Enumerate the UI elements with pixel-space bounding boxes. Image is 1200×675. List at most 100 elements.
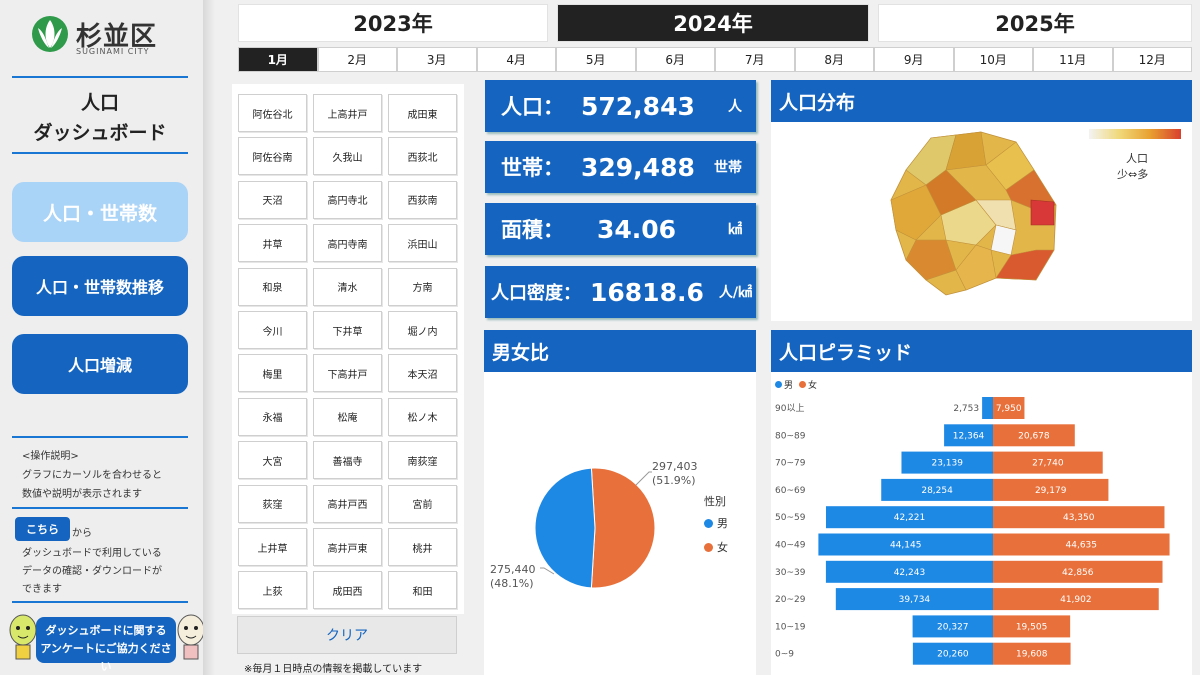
district-button[interactable]: 善福寺 xyxy=(313,441,382,480)
nav-population-households[interactable]: 人口・世帯数 xyxy=(12,182,188,242)
month-tab-7[interactable]: 7月 xyxy=(715,47,795,72)
population-pyramid-chart[interactable]: 90以上 2,753 7,950 80~89 12,364 20,678 70~79 23,1… xyxy=(771,330,1192,675)
legend-male[interactable]: 男 xyxy=(775,378,793,391)
legend-female[interactable]: 女 xyxy=(799,378,817,391)
district-button[interactable]: 成田東 xyxy=(388,94,457,132)
male-bar[interactable] xyxy=(881,478,993,501)
month-tab-4[interactable]: 4月 xyxy=(476,47,556,72)
district-button[interactable]: 上井草 xyxy=(238,528,307,566)
population-pyramid-panel: 人口ピラミッド 男 女 90以上 2,753 7,950 80~89 12,364 20,… xyxy=(771,330,1192,675)
female-bar[interactable] xyxy=(993,451,1103,474)
legend-male[interactable]: 男 xyxy=(704,515,728,531)
year-tab-2025[interactable]: 2025年 xyxy=(878,4,1192,42)
month-tab-11[interactable]: 11月 xyxy=(1033,47,1113,72)
district-button[interactable]: 下高井戸 xyxy=(313,354,382,393)
month-tab-9[interactable]: 9月 xyxy=(874,47,954,72)
district-button[interactable]: 梅里 xyxy=(238,354,307,393)
leader-line xyxy=(540,567,555,575)
male-bar[interactable] xyxy=(912,615,993,638)
female-bar[interactable] xyxy=(993,588,1159,611)
district-button[interactable]: 松ノ木 xyxy=(388,397,457,436)
month-tab-6[interactable]: 6月 xyxy=(635,47,715,72)
survey-button[interactable]: ダッシュボードに関する アンケートにご協力ください xyxy=(36,617,176,673)
population-choropleth-map[interactable] xyxy=(886,130,1066,300)
district-button[interactable]: 堀ノ内 xyxy=(388,311,457,349)
female-bar[interactable] xyxy=(993,506,1165,529)
month-tab-1[interactable]: 1月 xyxy=(238,47,318,72)
legend-female[interactable]: 女 xyxy=(704,539,728,555)
district-button[interactable]: 高円寺北 xyxy=(313,180,382,219)
pie-legend-title: 性別 xyxy=(704,495,726,508)
female-bar[interactable] xyxy=(993,424,1075,447)
district-button[interactable]: 浜田山 xyxy=(388,224,457,263)
district-button[interactable]: 荻窪 xyxy=(238,484,307,523)
age-group-label: 70~79 xyxy=(775,459,806,469)
district-button[interactable]: 本天沼 xyxy=(388,354,457,393)
year-tab-2024[interactable]: 2024年 xyxy=(557,4,869,42)
female-bar[interactable] xyxy=(993,560,1163,583)
district-button[interactable]: 高円寺南 xyxy=(313,224,382,263)
dashboard-title: 人口 ダッシュボード xyxy=(33,92,167,144)
male-bar[interactable] xyxy=(818,533,993,556)
female-bar[interactable] xyxy=(993,615,1071,638)
nav-population-trend[interactable]: 人口・世帯数推移 xyxy=(12,256,188,316)
male-bar[interactable] xyxy=(825,560,993,583)
district-button[interactable]: 清水 xyxy=(313,267,382,306)
district-button[interactable]: 阿佐谷南 xyxy=(238,137,307,176)
district-button[interactable]: 永福 xyxy=(238,397,307,436)
district-button[interactable]: 松庵 xyxy=(313,397,382,436)
sidebar-shadow xyxy=(203,0,215,675)
district-button[interactable]: 西荻南 xyxy=(388,180,457,219)
male-bar[interactable] xyxy=(912,642,993,665)
kpi-unit: 人/㎢ xyxy=(718,285,752,301)
month-tab-12[interactable]: 12月 xyxy=(1112,47,1192,72)
male-value-label: 20,260 xyxy=(937,650,969,660)
district-button[interactable]: 和泉 xyxy=(238,267,307,306)
month-tab-8[interactable]: 8月 xyxy=(794,47,874,72)
kpi-label: 人口密度： xyxy=(491,283,581,304)
male-bar[interactable] xyxy=(944,424,993,447)
female-bar[interactable] xyxy=(993,533,1170,556)
district-button[interactable]: 宮前 xyxy=(388,484,457,523)
district-button[interactable]: 桃井 xyxy=(388,528,457,566)
male-bar[interactable] xyxy=(835,588,993,611)
district-button[interactable]: 高井戸東 xyxy=(313,528,382,566)
clear-filter-button[interactable]: クリア xyxy=(237,616,457,654)
pie-slice-male[interactable] xyxy=(534,467,596,589)
female-bar[interactable] xyxy=(993,397,1025,419)
male-bar[interactable] xyxy=(982,397,993,419)
district-button[interactable]: 阿佐谷北 xyxy=(238,94,307,132)
district-button[interactable]: 高井戸西 xyxy=(313,484,382,523)
month-tab-2[interactable]: 2月 xyxy=(317,47,397,72)
data-download-link-button[interactable]: こちら xyxy=(15,517,70,541)
city-emblem-icon xyxy=(32,16,68,52)
male-bar[interactable] xyxy=(825,506,993,529)
district-button[interactable]: 西荻北 xyxy=(388,137,457,176)
district-button[interactable]: 成田西 xyxy=(313,571,382,610)
female-bar[interactable] xyxy=(993,478,1109,501)
male-value-label: 23,139 xyxy=(931,459,963,469)
male-bar[interactable] xyxy=(901,451,993,474)
kpi-unit: 人 xyxy=(728,99,742,115)
district-button[interactable]: 南荻窪 xyxy=(388,441,457,480)
district-button[interactable]: 天沼 xyxy=(238,180,307,219)
month-tab-10[interactable]: 10月 xyxy=(953,47,1033,72)
nav-population-change[interactable]: 人口増減 xyxy=(12,334,188,394)
district-button[interactable]: 上荻 xyxy=(238,571,307,610)
gender-pie-chart[interactable] xyxy=(484,330,756,675)
panel-title: 人口分布 xyxy=(771,80,1192,122)
month-tab-5[interactable]: 5月 xyxy=(556,47,636,72)
district-button[interactable]: 大宮 xyxy=(238,441,307,480)
month-tab-3[interactable]: 3月 xyxy=(397,47,477,72)
district-button[interactable]: 方南 xyxy=(388,267,457,306)
district-button[interactable]: 下井草 xyxy=(313,311,382,349)
female-bar[interactable] xyxy=(993,642,1071,665)
district-button[interactable]: 久我山 xyxy=(313,137,382,176)
district-button[interactable]: 和田 xyxy=(388,571,457,610)
district-button[interactable]: 上高井戸 xyxy=(313,94,382,132)
district-button[interactable]: 井草 xyxy=(238,224,307,263)
district-button[interactable]: 今川 xyxy=(238,311,307,349)
pie-slice-female[interactable] xyxy=(590,467,656,589)
age-group-label: 40~49 xyxy=(775,541,806,551)
year-tab-2023[interactable]: 2023年 xyxy=(238,4,548,42)
